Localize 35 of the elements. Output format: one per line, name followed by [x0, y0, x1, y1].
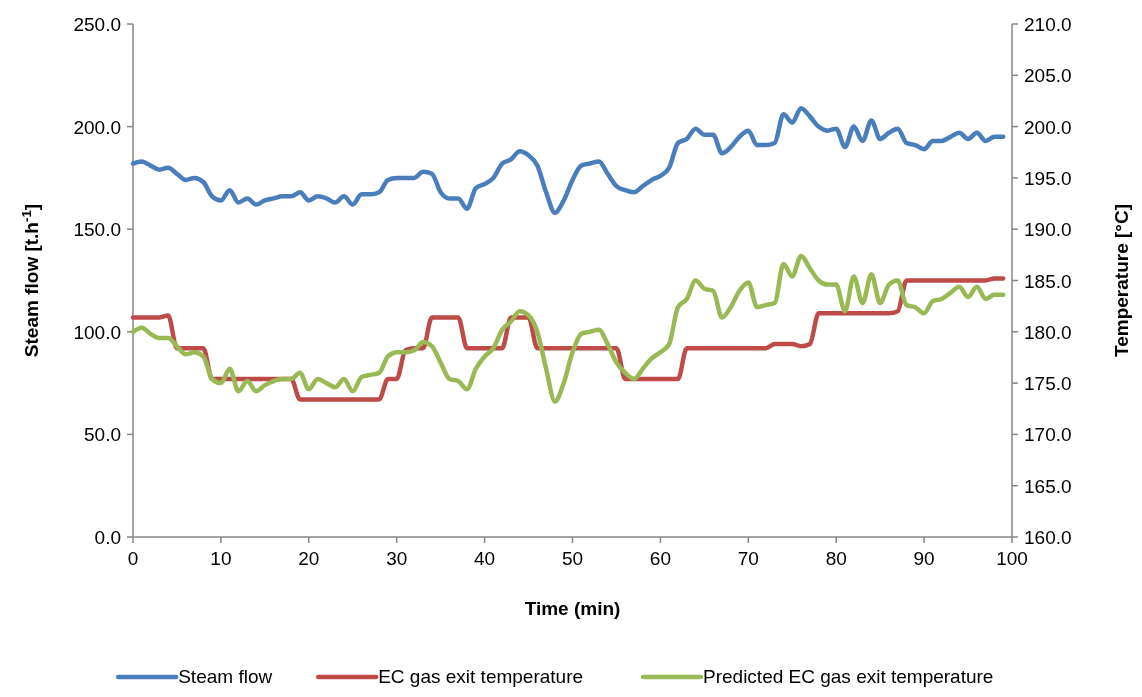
- legend-label: Predicted EC gas exit temperature: [703, 666, 994, 687]
- x-tick-label: 20: [298, 548, 320, 569]
- x-tick-label: 10: [210, 548, 232, 569]
- x-tick-label: 0: [127, 548, 139, 569]
- y-tick-label: 150.0: [73, 219, 121, 241]
- y2-tick-label: 195.0: [1024, 167, 1072, 189]
- line-series: [130, 253, 1006, 404]
- y-tick-label: 200.0: [73, 116, 121, 138]
- y-tick-label: 50.0: [84, 424, 121, 446]
- x-tick-label: 40: [474, 548, 496, 569]
- x-axis-title: Time (min): [524, 598, 621, 619]
- y2-tick-label: 190.0: [1024, 219, 1072, 241]
- y2-tick-label: 200.0: [1024, 116, 1072, 138]
- x-tick-label: 50: [561, 548, 584, 569]
- y2-axis-title: Temperature [°C]: [1111, 204, 1132, 357]
- y2-tick-label: 170.0: [1024, 424, 1072, 446]
- y-tick-label: 100.0: [73, 321, 121, 343]
- x-tick-label: 70: [737, 548, 759, 569]
- y2-tick-label: 165.0: [1024, 475, 1072, 497]
- y2-tick-label: 160.0: [1024, 527, 1072, 548]
- line-series: [130, 105, 1006, 216]
- legend-label: EC gas exit temperature: [378, 666, 584, 687]
- y-tick-label: 250.0: [73, 14, 121, 35]
- x-tick-label: 30: [386, 548, 408, 569]
- legend-label: Steam flow: [178, 666, 273, 687]
- y-tick-label: 0.0: [94, 527, 121, 548]
- y2-tick-label: 175.0: [1024, 373, 1072, 395]
- y2-tick-label: 180.0: [1024, 321, 1072, 343]
- x-tick-label: 100: [996, 548, 1028, 569]
- y2-tick-label: 185.0: [1024, 270, 1072, 292]
- x-tick-label: 80: [825, 548, 847, 569]
- x-tick-label: 60: [649, 548, 671, 569]
- y2-tick-label: 205.0: [1024, 65, 1072, 87]
- x-tick-label: 90: [913, 548, 935, 569]
- y2-tick-label: 210.0: [1024, 14, 1072, 35]
